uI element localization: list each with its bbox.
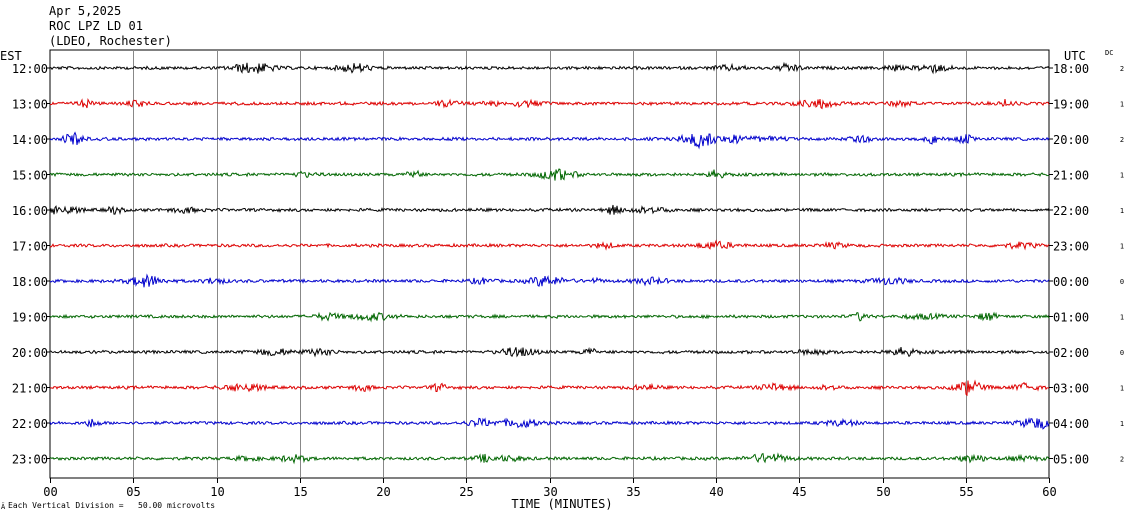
trace-line	[49, 379, 1050, 397]
x-tick-label: 50	[876, 485, 890, 499]
x-tick-label: 15	[293, 485, 307, 499]
dc-value: 1	[1120, 101, 1124, 109]
utc-time-label: 02:00	[1053, 346, 1089, 360]
x-tick-label: 40	[709, 485, 723, 499]
x-tick-label: 30	[543, 485, 557, 499]
dc-value: 2	[1120, 456, 1124, 464]
x-tick-label: 45	[792, 485, 806, 499]
utc-time-label: 20:00	[1053, 133, 1089, 147]
date-title: Apr 5,2025	[49, 4, 122, 18]
right-timezone-label: UTC	[1064, 49, 1086, 63]
x-tick-label: 10	[210, 485, 224, 499]
trace-line	[49, 452, 1050, 465]
station-title: ROC LPZ LD 01	[49, 19, 143, 33]
utc-time-label: 01:00	[1053, 311, 1089, 325]
local-time-label: 12:00	[12, 62, 48, 76]
dc-value: 1	[1120, 243, 1124, 251]
trace-line	[50, 346, 1050, 358]
utc-time-label: 03:00	[1053, 382, 1089, 396]
dc-value: 2	[1120, 136, 1124, 144]
x-tick-label: 60	[1042, 485, 1056, 499]
dc-value: 0	[1120, 278, 1124, 286]
x-tick-label: 00	[43, 485, 57, 499]
local-time-label: 23:00	[12, 453, 48, 467]
utc-time-label: 21:00	[1053, 169, 1089, 183]
dc-header-label: DC	[1105, 49, 1114, 57]
trace-line	[49, 61, 1050, 75]
utc-time-label: 23:00	[1053, 240, 1089, 254]
x-tick-label: 35	[626, 485, 640, 499]
utc-time-label: 22:00	[1053, 204, 1089, 218]
grid-lines	[46, 49, 1053, 483]
x-tick-label: 25	[459, 485, 473, 499]
dc-value: 1	[1120, 172, 1124, 180]
utc-time-label: 04:00	[1053, 417, 1089, 431]
local-time-label: 13:00	[12, 98, 48, 112]
seismic-traces	[49, 61, 1050, 465]
local-time-label: 16:00	[12, 204, 48, 218]
trace-line	[49, 417, 1050, 430]
trace-line	[49, 273, 1050, 288]
plot-frame	[49, 49, 1050, 479]
utc-time-label: 18:00	[1053, 62, 1089, 76]
local-time-label: 21:00	[12, 382, 48, 396]
scale-icon: Ä	[1, 503, 6, 511]
trace-line	[49, 131, 1050, 150]
dc-value: 1	[1120, 385, 1124, 393]
trace-line	[49, 204, 1050, 215]
local-time-label: 18:00	[12, 275, 48, 289]
trace-line	[49, 311, 1050, 323]
utc-time-label: 05:00	[1053, 453, 1089, 467]
left-timezone-label: EST	[0, 49, 22, 63]
dc-value: 1	[1120, 207, 1124, 215]
local-time-label: 17:00	[12, 240, 48, 254]
dc-value: 1	[1120, 420, 1124, 428]
utc-time-label: 00:00	[1053, 275, 1089, 289]
trace-line	[49, 168, 1050, 181]
x-axis-title: TIME (MINUTES)	[511, 497, 612, 511]
local-time-label: 15:00	[12, 169, 48, 183]
local-time-label: 19:00	[12, 311, 48, 325]
utc-time-label: 19:00	[1053, 98, 1089, 112]
x-tick-label: 55	[959, 485, 973, 499]
x-tick-label: 20	[376, 485, 390, 499]
network-title: (LDEO, Rochester)	[49, 34, 172, 48]
trace-line	[49, 97, 1050, 110]
dc-value: 2	[1120, 65, 1124, 73]
local-time-label: 22:00	[12, 417, 48, 431]
dc-value: 0	[1120, 349, 1124, 357]
trace-line	[49, 239, 1050, 251]
local-time-label: 14:00	[12, 133, 48, 147]
local-time-label: 20:00	[12, 346, 48, 360]
dc-value: 1	[1120, 314, 1124, 322]
vertical-scale-note: Each Vertical Division = 50.00 microvolt…	[8, 501, 216, 510]
x-tick-label: 05	[126, 485, 140, 499]
